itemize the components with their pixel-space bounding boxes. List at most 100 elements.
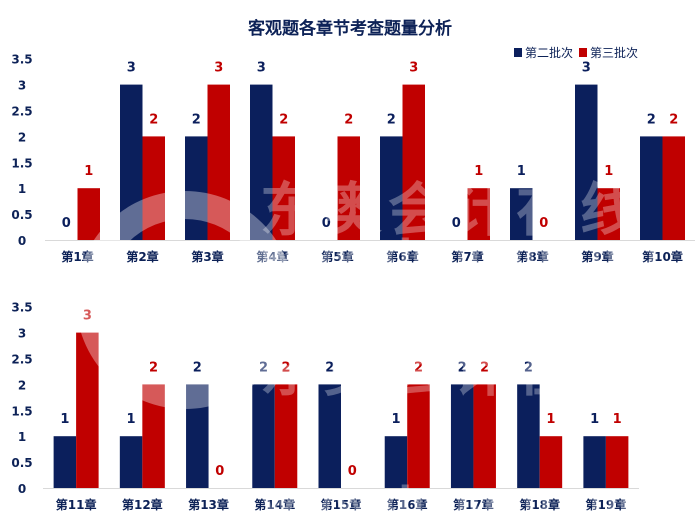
data-label: 2 — [458, 360, 467, 375]
bar-series2 — [272, 136, 295, 240]
data-label: 0 — [452, 216, 461, 231]
y-tick-label: 2.5 — [11, 105, 32, 119]
x-tick-label: 第19章 — [586, 497, 627, 512]
bar-series2 — [142, 384, 165, 488]
data-label: 0 — [62, 216, 71, 231]
y-tick-label: 0.5 — [11, 456, 32, 470]
legend-label-series1: 第二批次 — [525, 46, 574, 60]
x-tick-label: 第10章 — [642, 249, 683, 264]
y-tick-label: 1.5 — [11, 156, 32, 170]
legend-label-series2: 第三批次 — [590, 46, 639, 60]
bar-series2 — [467, 188, 490, 240]
bar-series2 — [407, 384, 430, 488]
bar-series2 — [605, 436, 629, 488]
y-tick-label: 0.5 — [11, 208, 32, 222]
x-tick-label: 第9章 — [581, 249, 613, 264]
data-label: 1 — [613, 412, 622, 427]
data-label: 3 — [582, 61, 591, 76]
bar-series2 — [142, 136, 165, 240]
x-tick-label: 第13章 — [188, 497, 229, 512]
data-label: 3 — [214, 61, 223, 76]
x-tick-label: 第5章 — [321, 249, 353, 264]
x-tick-label: 第16章 — [387, 497, 428, 512]
x-tick-label: 第8章 — [516, 249, 548, 264]
y-tick-label: 3.5 — [11, 301, 32, 315]
data-label: 0 — [348, 464, 357, 479]
data-label: 2 — [279, 112, 288, 127]
bar-series2 — [77, 188, 100, 240]
data-label: 2 — [149, 112, 158, 127]
legend-item-series1: 第二批次 — [514, 44, 573, 61]
data-label: 2 — [192, 112, 201, 127]
data-label: 1 — [590, 412, 599, 427]
watermark-logo-icon — [76, 191, 294, 409]
data-label: 2 — [414, 360, 423, 375]
legend-swatch-series1 — [514, 48, 522, 57]
y-tick-label: 2.5 — [11, 353, 32, 367]
watermark-text: 东奥会计在线 — [260, 336, 644, 404]
data-label: 2 — [149, 360, 158, 375]
data-label: 3 — [127, 61, 136, 76]
watermark-text: 东奥会计在线 — [260, 176, 644, 244]
x-tick-label: 第15章 — [321, 497, 362, 512]
data-label: 1 — [517, 164, 526, 179]
bar-series2 — [207, 84, 230, 240]
x-tick-label: 第17章 — [453, 497, 494, 512]
bar-series1 — [640, 136, 663, 240]
bar-series1 — [186, 384, 209, 488]
data-label: 2 — [259, 360, 268, 375]
watermark-url: www.dongao.com — [260, 232, 659, 278]
bar-series1 — [53, 436, 77, 488]
data-label: 2 — [480, 360, 489, 375]
data-label: 1 — [474, 164, 483, 179]
y-tick-label: 0 — [18, 234, 26, 248]
data-label: 1 — [604, 164, 613, 179]
data-label: 1 — [546, 412, 555, 427]
bar-series2 — [597, 188, 620, 240]
y-tick-label: 2 — [18, 378, 26, 392]
data-label: 2 — [282, 360, 291, 375]
data-label: 0 — [215, 464, 224, 479]
x-tick-label: 第3章 — [191, 249, 223, 264]
bar-series2 — [473, 384, 496, 488]
bar-series1 — [517, 384, 540, 488]
bar-series1 — [318, 384, 341, 488]
data-label: 2 — [524, 360, 533, 375]
watermark-url: www.dongao.com — [260, 479, 659, 525]
bar-series1 — [120, 84, 143, 240]
data-label: 1 — [84, 164, 93, 179]
x-tick-label: 第4章 — [256, 249, 288, 264]
legend-swatch-series2 — [579, 48, 588, 57]
data-label: 2 — [325, 360, 334, 375]
x-tick-label: 第14章 — [254, 497, 295, 512]
data-label: 1 — [60, 412, 69, 427]
bar-series1 — [583, 436, 606, 488]
y-tick-label: 0 — [18, 482, 26, 496]
data-label: 1 — [127, 412, 136, 427]
legend-item-series2: 第三批次 — [579, 44, 638, 61]
x-tick-label: 第11章 — [56, 497, 97, 512]
bar-series1 — [450, 384, 474, 488]
bar-series1 — [510, 188, 533, 240]
data-label: 3 — [257, 61, 266, 76]
legend: 第二批次 第三批次 — [514, 44, 638, 61]
data-label: 0 — [539, 216, 548, 231]
data-label: 2 — [193, 360, 202, 375]
bar-series1 — [119, 436, 143, 488]
data-label: 3 — [83, 309, 92, 324]
data-label: 2 — [344, 112, 353, 127]
data-label: 3 — [409, 61, 418, 76]
bar-series1 — [250, 84, 273, 240]
data-label: 1 — [391, 412, 400, 427]
bar-series2 — [402, 84, 425, 240]
y-tick-label: 2 — [18, 130, 26, 144]
bar-series1 — [575, 84, 598, 240]
y-tick-label: 3 — [18, 79, 26, 93]
x-tick-label: 第2章 — [126, 249, 158, 264]
x-tick-label: 第6章 — [386, 249, 418, 264]
bar-series2 — [337, 136, 360, 240]
x-tick-label: 第1章 — [61, 249, 93, 264]
y-tick-label: 1 — [18, 430, 26, 444]
chart-title: 客观题各章节考查题量分析 — [248, 19, 452, 39]
bar-series2 — [662, 136, 685, 240]
